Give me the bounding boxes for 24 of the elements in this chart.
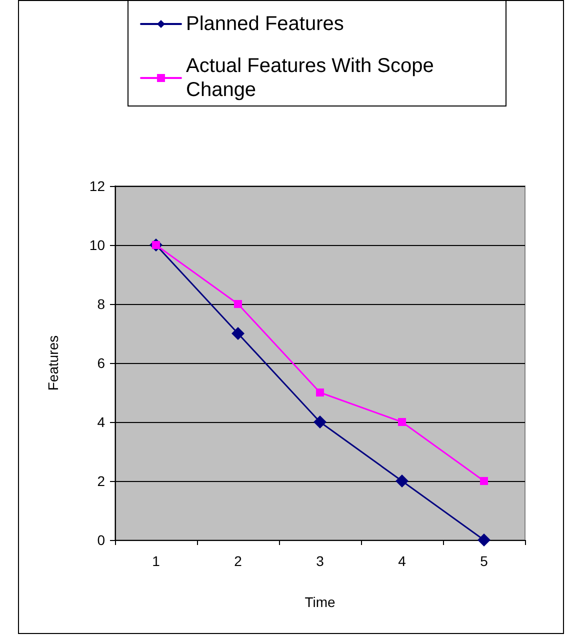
point [398, 418, 406, 426]
point [480, 477, 488, 485]
y-tick-label: 12 [89, 178, 106, 194]
point [316, 388, 324, 396]
x-tick-label: 2 [234, 553, 242, 569]
x-axis-title: Time [304, 594, 336, 610]
y-axis-title: Features [45, 335, 61, 391]
y-tick-label: 2 [97, 473, 106, 489]
y-tick-label: 6 [97, 355, 106, 371]
point [234, 300, 242, 308]
point [314, 416, 326, 428]
point [232, 327, 244, 340]
x-tick-label: 3 [316, 553, 324, 569]
legend-label: Actual Features With Scope Change [186, 55, 440, 101]
y-tick-label: 10 [89, 237, 106, 253]
point [396, 474, 408, 488]
point [478, 534, 490, 546]
y-tick-label: 4 [97, 414, 106, 430]
legend-label: Planned Features [186, 13, 344, 35]
x-tick-label: 5 [480, 553, 488, 569]
x-tick-label: 4 [398, 553, 406, 569]
y-tick-label: 8 [97, 296, 106, 312]
x-tick-label: 1 [152, 553, 160, 569]
y-tick-label: 0 [97, 532, 106, 548]
